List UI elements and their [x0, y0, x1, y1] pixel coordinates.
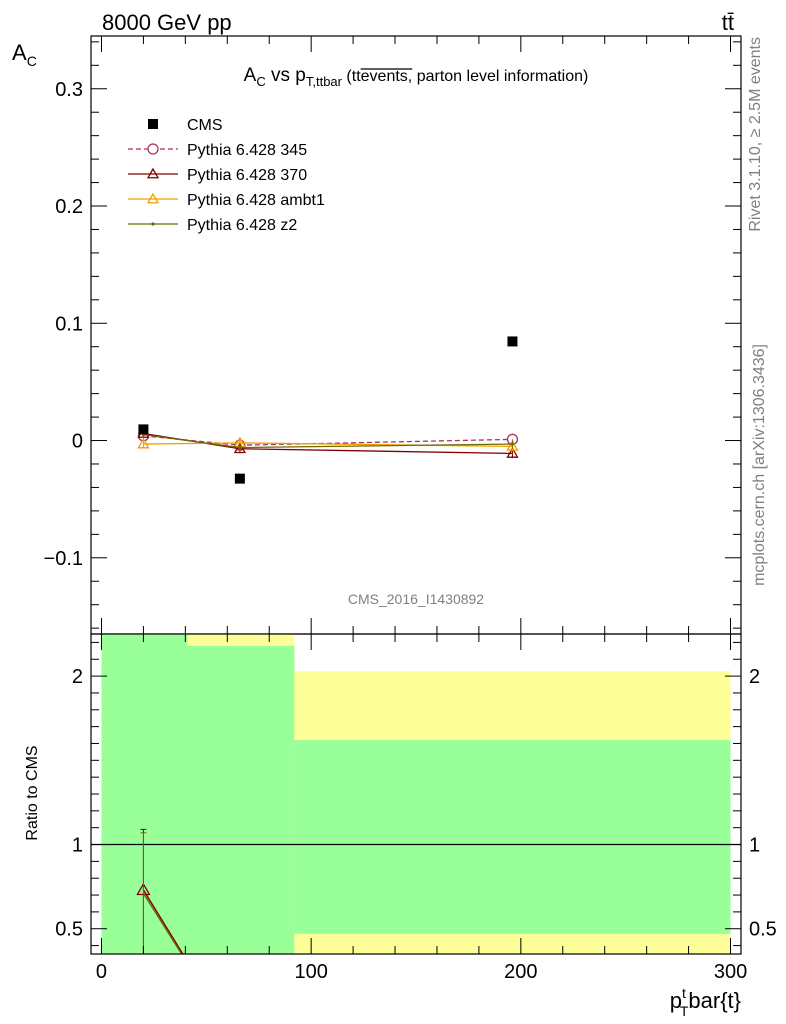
legend-label: Pythia 6.428 z2 — [187, 217, 297, 234]
legend-label: CMS — [187, 117, 223, 134]
main-ytick-label: 0.3 — [55, 79, 83, 101]
ratio-band-green — [187, 645, 295, 954]
legend-label: Pythia 6.428 370 — [187, 167, 307, 184]
rivet-label: Rivet 3.1.10, ≥ 2.5M events — [747, 37, 764, 232]
ratio-ylabel: Ratio to CMS — [24, 745, 41, 840]
main-ytick-label: 0.2 — [55, 196, 83, 218]
legend-label: Pythia 6.428 345 — [187, 142, 307, 159]
main-series-marker — [506, 447, 519, 458]
ratio-ytick-label: 2 — [72, 666, 83, 688]
xtick-label: 300 — [714, 961, 747, 983]
cms-point — [234, 473, 245, 484]
legend: CMS Pythia 6.428 345 Pythia 6.428 370 Pythi… — [128, 117, 325, 234]
ratio-frame — [90, 633, 742, 955]
cms-data-points — [138, 336, 518, 484]
ratio-ytick-label: 0.5 — [55, 919, 83, 941]
xlabel: pt Tbar{t} — [670, 985, 741, 1019]
legend-marker — [146, 167, 160, 179]
ratio-ytick-label-right: 0.5 — [749, 919, 777, 941]
ratio-ytick-label-right: 2 — [749, 666, 760, 688]
legend-marker — [148, 119, 158, 129]
main-panel: 0.3 0.2 0.1 0 −0.1 AC vs pT,ttbar (ttevents,… — [12, 35, 742, 635]
ratio-ticks: 2 2 1 1 0.5 0.5 0 100 200 300 — [55, 634, 777, 983]
main-series-marker — [137, 437, 150, 449]
ratio-band-green — [294, 740, 731, 934]
ratio-series — [136, 828, 184, 954]
legend-marker — [147, 143, 159, 155]
main-series-marker — [238, 445, 242, 450]
xtick-label: 100 — [294, 961, 327, 983]
xtick-label: 200 — [504, 961, 537, 983]
beam-label: 8000 GeV pp — [102, 10, 232, 35]
main-ytick-label: 0 — [72, 431, 83, 453]
main-ytick-label: −0.1 — [44, 548, 83, 570]
main-ytick-label: 0.1 — [55, 313, 83, 335]
xtick-label: 0 — [96, 961, 107, 983]
legend-label: Pythia 6.428 ambt1 — [187, 192, 325, 209]
main-ticks: 0.3 0.2 0.1 0 −0.1 — [44, 36, 741, 634]
process-label: tt̄ — [722, 10, 734, 35]
main-series-marker — [510, 442, 515, 446]
ratio-band-green — [101, 634, 188, 954]
ratio-series-line — [142, 889, 184, 954]
main-title: AC vs pT,ttbar (ttevents, parton level i… — [244, 65, 589, 89]
ratio-series-line — [142, 892, 183, 954]
legend-marker — [146, 192, 160, 204]
mcplots-label: mcplots.cern.ch [arXiv:1306.3436] — [751, 344, 768, 586]
ratio-ytick-label: 1 — [72, 835, 83, 857]
main-ylabel: AC — [12, 40, 37, 69]
ratio-bands — [101, 634, 731, 954]
ratio-panel: 2 2 1 1 0.5 0.5 0 100 200 300 Ratio to CMS pt Tbar… — [24, 633, 777, 1019]
cms-point — [138, 424, 149, 435]
legend-marker — [151, 222, 155, 226]
main-series — [137, 427, 519, 459]
cms-point — [507, 336, 518, 347]
main-series-marker — [506, 440, 519, 451]
analysis-id: CMS_2016_I1430892 — [348, 591, 484, 607]
ratio-ytick-label-right: 1 — [749, 835, 760, 857]
